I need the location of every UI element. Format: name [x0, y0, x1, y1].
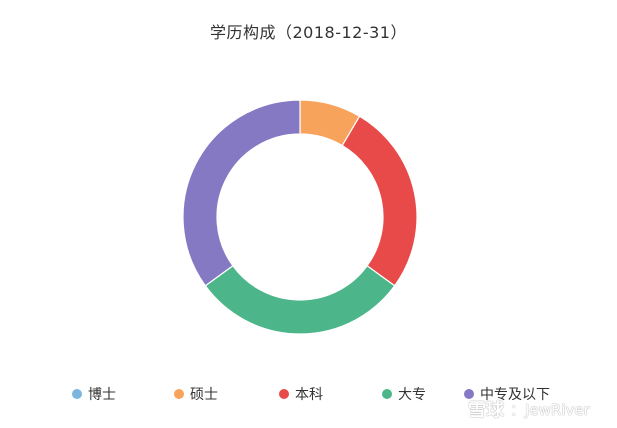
chart-title: 学历构成（2018-12-31） — [210, 23, 407, 42]
legend-label-2: 本科 — [295, 387, 323, 403]
watermark-brand: 雪球 — [468, 400, 504, 421]
slice-中专及以下[interactable] — [182, 99, 301, 287]
legend-label-4: 中专及以下 — [480, 387, 550, 403]
legend-swatch-2 — [279, 389, 289, 399]
donut-chart — [182, 99, 418, 335]
legend-item-4[interactable]: 中专及以下 — [464, 384, 550, 404]
watermark-user: ：JewRiver — [510, 400, 590, 419]
legend-label-0: 博士 — [88, 387, 116, 403]
slice-大专[interactable] — [204, 264, 396, 335]
legend-label-3: 大专 — [398, 387, 426, 403]
snowball-logo-icon — [446, 400, 464, 418]
donut-slices — [182, 99, 418, 335]
legend-swatch-1 — [174, 389, 184, 399]
legend-swatch-3 — [382, 389, 392, 399]
legend-swatch-0 — [72, 389, 82, 399]
legend-swatch-4 — [464, 389, 474, 399]
legend: 博士 硕士 本科 大专 中专及以下 — [0, 384, 617, 404]
watermark: 雪球 ：JewRiver — [446, 396, 590, 422]
slice-本科[interactable] — [341, 115, 418, 287]
legend-label-1: 硕士 — [190, 387, 218, 403]
legend-item-3[interactable]: 大专 — [382, 384, 426, 404]
legend-item-0[interactable]: 博士 — [72, 384, 116, 404]
legend-item-2[interactable]: 本科 — [279, 384, 323, 404]
legend-item-1[interactable]: 硕士 — [174, 384, 218, 404]
